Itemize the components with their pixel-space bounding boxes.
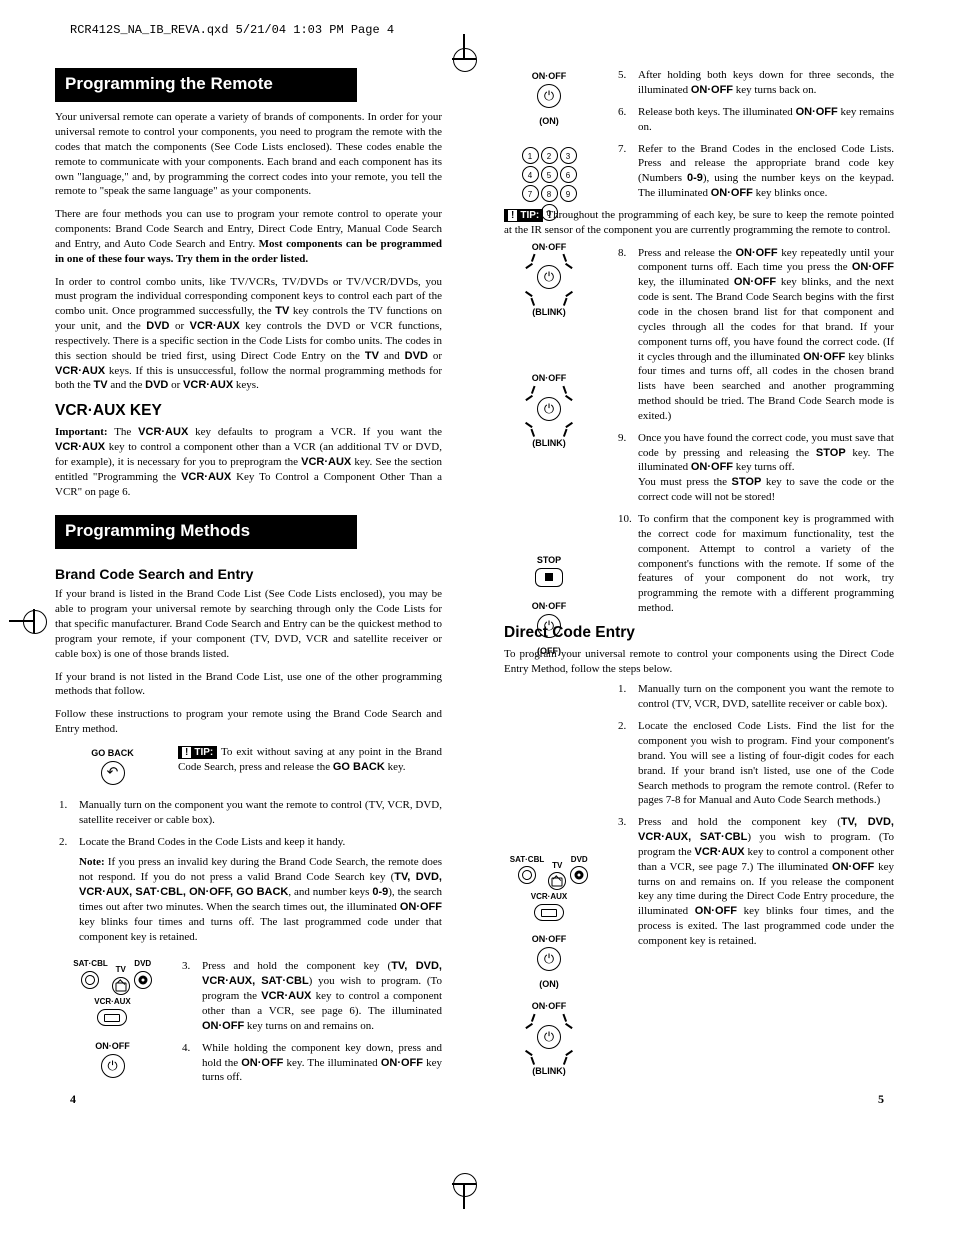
power-blink-icon (527, 255, 571, 304)
right-text-column: After holding both keys down for three s… (614, 68, 894, 1101)
direct-steps: Manually turn on the component you want … (614, 682, 894, 948)
step-4: While holding the component key down, pr… (178, 1041, 442, 1086)
blink-label-r6: (BLINK) (494, 1065, 604, 1077)
page-4: Programming the Remote Your universal re… (55, 68, 442, 1101)
tip-badge-2: !TIP: (504, 209, 543, 222)
dstep-2: Locate the enclosed Code Lists. Find the… (614, 719, 894, 808)
tv-icon-2 (548, 872, 566, 890)
step-5: After holding both keys down for three s… (614, 68, 894, 98)
section-title-programming-methods: Programming Methods (55, 515, 357, 549)
step-10: To confirm that the component key is pro… (614, 512, 894, 616)
step-7: Refer to the Brand Codes in the enclosed… (614, 142, 894, 201)
go-back-label: GO BACK (55, 747, 170, 759)
print-header: RCR412S_NA_IB_REVA.qxd 5/21/04 1:03 PM P… (0, 0, 954, 38)
direct-intro: To program your universal remote to cont… (504, 647, 894, 677)
onoff-label-r6: ON·OFF (494, 1000, 604, 1012)
dstep-3: Press and hold the component key (TV, DV… (614, 815, 894, 949)
step-6: Release both keys. The illuminated ON·OF… (614, 105, 894, 135)
power-icon (101, 1054, 125, 1078)
section-title-programming-remote: Programming the Remote (55, 68, 357, 102)
tip-ir-sensor: !TIP: Throughout the programming of each… (504, 208, 894, 238)
go-back-tip-row: GO BACK !TIP: To exit without saving at … (55, 745, 442, 790)
page-5: ON·OFF (ON) 123 456 789 0 ON·OFF (494, 68, 894, 1101)
intro-paragraph-1: Your universal remote can operate a vari… (55, 110, 442, 199)
satcbl-icon (81, 971, 99, 989)
stop-label: STOP (494, 554, 604, 566)
vcr-aux-paragraph: Important: The VCR·AUX key defaults to p… (55, 425, 442, 499)
on-label-r5: (ON) (494, 978, 604, 990)
direct-code-heading: Direct Code Entry (504, 623, 894, 644)
tv-icon (112, 977, 130, 995)
step-1: Manually turn on the component you want … (55, 798, 442, 828)
power-blink-icon-3 (527, 1015, 571, 1064)
onoff-label-r4: ON·OFF (494, 600, 604, 612)
component-row-steps-3-4: SAT·CBL TV DVD VCR·AUX ON·OFF Press and … (55, 959, 442, 1101)
power-blink-icon-2 (527, 387, 571, 436)
blink-label-r3: (BLINK) (494, 437, 604, 449)
dstep-1: Manually turn on the component you want … (614, 682, 894, 712)
step-3: Press and hold the component key (TV, DV… (178, 959, 442, 1033)
step-9: Once you have found the correct code, yo… (614, 431, 894, 505)
intro-paragraph-2: There are four methods you can use to pr… (55, 207, 442, 266)
brand-steps-1-2: Manually turn on the component you want … (55, 798, 442, 945)
brand-steps-5-7: After holding both keys down for three s… (614, 68, 894, 201)
onoff-label-4: ON·OFF (55, 1040, 170, 1052)
blink-label-r2: (BLINK) (494, 306, 604, 318)
vcraux-icon-2 (534, 904, 564, 921)
brand-p1: If your brand is listed in the Brand Cod… (55, 587, 442, 661)
dvd-icon (134, 971, 152, 989)
tip-go-back: !TIP: To exit without saving at any poin… (178, 745, 442, 775)
stop-icon (535, 568, 563, 587)
brand-p3: Follow these instructions to program you… (55, 707, 442, 737)
tip-badge: !TIP: (178, 746, 217, 759)
onoff-label-r3: ON·OFF (494, 372, 604, 384)
dvd-icon-2 (570, 866, 588, 884)
power-off-icon (537, 614, 561, 638)
brand-code-heading: Brand Code Search and Entry (55, 565, 442, 584)
brand-p2: If your brand is not listed in the Brand… (55, 670, 442, 700)
power-on-icon (537, 84, 561, 108)
crop-mark-top (463, 34, 465, 58)
onoff-label-r5: ON·OFF (494, 933, 604, 945)
brand-steps-8-10: Press and release the ON·OFF key repeate… (614, 246, 894, 616)
component-keys-diagram: SAT·CBL TV DVD VCR·AUX (73, 959, 152, 1026)
step-8: Press and release the ON·OFF key repeate… (614, 246, 894, 424)
on-label-r1: (ON) (494, 115, 604, 127)
crop-mark-left (9, 620, 33, 622)
page-num-right: 5 (878, 1091, 884, 1107)
component-keys-diagram-2: SAT·CBL TV DVD VCR·AUX (494, 855, 604, 922)
combo-paragraph: In order to control combo units, like TV… (55, 275, 442, 394)
crop-mark-bottom (463, 1185, 465, 1209)
onoff-label-r2: ON·OFF (494, 241, 604, 253)
step-2: Locate the Brand Codes in the Code Lists… (55, 835, 442, 945)
onoff-label-r1: ON·OFF (494, 70, 604, 82)
satcbl-icon-2 (518, 866, 536, 884)
go-back-icon (101, 761, 125, 785)
vcr-aux-heading: VCR·AUX KEY (55, 401, 442, 422)
brand-steps-3-4: Press and hold the component key (TV, DV… (178, 959, 442, 1085)
power-on-icon-2 (537, 947, 561, 971)
page-spread: Programming the Remote Your universal re… (0, 38, 954, 1101)
vcraux-icon (97, 1009, 127, 1026)
page-num-left: 4 (70, 1091, 76, 1107)
